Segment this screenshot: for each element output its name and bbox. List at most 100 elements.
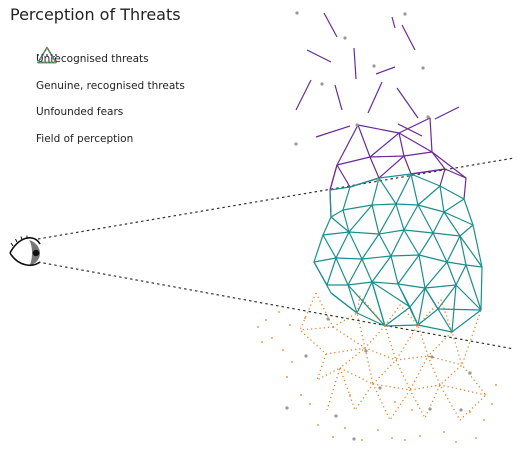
unrecognised-edge [444, 168, 467, 200]
grey-point [334, 414, 338, 418]
unfounded-point [257, 326, 259, 328]
legend-label: Genuine, recognised threats [36, 79, 185, 92]
unrecognised-edge [329, 124, 359, 191]
unrecognised-segment [375, 66, 396, 75]
legend-label: Unrecognised threats [36, 53, 149, 66]
recognised-outline [313, 173, 483, 333]
dashed-line-icon [37, 54, 57, 56]
grey-point [285, 406, 289, 410]
unrecognised-segment [315, 125, 351, 138]
grey-point [294, 142, 298, 146]
legend-label: Unfounded fears [36, 106, 124, 119]
legend: Unrecognised threats Genuine, recognised… [36, 46, 185, 152]
unfounded-point [286, 376, 288, 378]
unfounded-point [332, 436, 334, 438]
unrecognised-segment [401, 24, 416, 51]
perception-upper-line [37, 157, 515, 240]
unrecognised-edge [398, 132, 405, 157]
unfounded-point [483, 419, 485, 421]
unrecognised-segment [367, 81, 383, 114]
recognised-edge [356, 281, 453, 333]
unrecognised-segment [396, 87, 419, 119]
grey-point [468, 371, 472, 375]
unfounded-edge [299, 292, 334, 331]
unfounded-point [289, 324, 291, 326]
unfounded-point [495, 384, 497, 386]
unfounded-point [411, 409, 413, 411]
unfounded-point [265, 319, 267, 321]
unfounded-point [361, 439, 363, 441]
grey-point [343, 36, 347, 40]
unrecognised-edge [329, 164, 380, 191]
unrecognised-edge [357, 124, 433, 158]
unrecognised-edge [357, 117, 433, 153]
unrecognised-segment [323, 12, 338, 38]
unrecognised-scatter [295, 12, 460, 138]
unfounded-point [291, 361, 293, 363]
unfounded-point [475, 437, 477, 439]
recognised-mesh [313, 173, 483, 333]
unfounded-edge [299, 292, 341, 411]
unrecognised-mesh [329, 117, 467, 218]
legend-item-unrecognised: Unrecognised threats [36, 46, 185, 73]
grey-point [421, 66, 425, 70]
recognised-edge [330, 281, 457, 333]
unrecognised-segment [353, 47, 357, 80]
unfounded-edge [332, 309, 482, 366]
legend-item-recognised: Genuine, recognised threats [36, 46, 185, 100]
grey-point [326, 317, 330, 321]
unfounded-point [282, 349, 284, 351]
unfounded-edge [372, 383, 487, 396]
grey-point [426, 115, 430, 119]
unfounded-point [455, 441, 457, 443]
unfounded-point [377, 429, 379, 431]
unrecognised-edge [369, 151, 467, 179]
legend-item-unfounded: Unfounded fears [36, 46, 185, 126]
unfounded-point [404, 439, 406, 441]
unfounded-point [317, 424, 319, 426]
grey-point [376, 178, 380, 182]
grey-point [320, 82, 324, 86]
unfounded-point [304, 317, 306, 319]
unfounded-point [309, 403, 311, 405]
recognised-edge [322, 229, 483, 268]
recognised-edge [348, 203, 474, 237]
unfounded-edge [356, 295, 386, 327]
unfounded-mesh [299, 292, 487, 421]
grey-point [378, 386, 382, 390]
grey-point [403, 12, 407, 16]
unfounded-point [349, 394, 351, 396]
unrecognised-segment [391, 16, 396, 29]
unfounded-point [469, 411, 471, 413]
grey-point [428, 407, 432, 411]
field-of-perception [37, 157, 515, 350]
unfounded-point [419, 435, 421, 437]
legend-label: Field of perception [36, 132, 134, 145]
unfounded-scatter [257, 311, 497, 443]
unrecognised-edge [410, 168, 446, 187]
grey-point [355, 123, 359, 127]
unfounded-edge [384, 304, 419, 327]
recognised-edge [330, 186, 351, 218]
recognised-edge [409, 287, 482, 311]
unfounded-point [300, 394, 302, 396]
recognised-edge [330, 209, 350, 233]
grey-point [459, 408, 463, 412]
legend-item-perception: Field of perception [36, 54, 185, 153]
unfounded-point [443, 431, 445, 433]
eye-icon [9, 235, 41, 267]
unfounded-point [491, 403, 493, 405]
unfounded-edge [332, 326, 463, 366]
unrecognised-segment [434, 106, 460, 120]
unfounded-edge [417, 299, 453, 333]
perception-lower-line [37, 261, 515, 350]
unrecognised-segment [306, 49, 332, 63]
grey-point [304, 354, 308, 358]
unrecognised-segment [295, 79, 312, 111]
unfounded-edge [339, 367, 487, 421]
grey-point [372, 64, 376, 68]
unfounded-point [391, 437, 393, 439]
unrecognised-segment [334, 84, 343, 111]
